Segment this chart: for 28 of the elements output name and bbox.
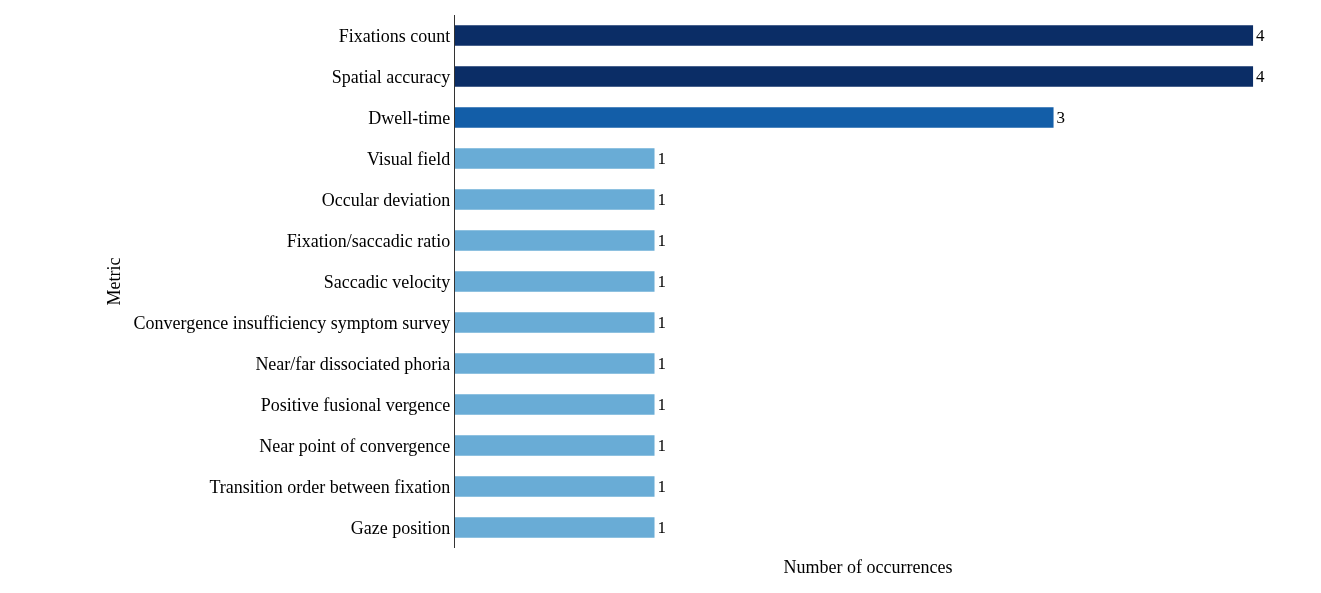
data-label: 4 [1256,26,1266,45]
y-tick-label: Positive fusional vergence [260,394,451,415]
y-tick-label: Transition order between fixation [209,476,451,497]
data-label: 1 [657,395,667,414]
data-label: 4 [1256,67,1266,86]
y-tick-label: Near point of convergence [259,435,451,456]
data-label: 1 [657,436,667,455]
data-label: 1 [657,313,667,332]
y-tick-label: Spatial accuracy [331,66,451,87]
y-tick-label: Occular deviation [321,189,451,210]
data-label: 1 [657,354,667,373]
data-label: 1 [657,149,667,168]
data-label: 1 [657,190,667,209]
y-tick-label: Gaze position [350,517,451,538]
y-tick-label: Near/far dissociated phoria [255,353,451,374]
data-label: 1 [657,477,667,496]
data-label: 1 [657,231,667,250]
data-label: 1 [657,272,667,291]
y-axis-title: Metric [103,257,124,306]
y-tick-label: Fixations count [338,25,451,46]
x-axis-title: Number of occurrences [783,557,953,578]
y-tick-label: Convergence insufficiency symptom survey [133,312,451,333]
data-label: 1 [657,518,667,537]
y-tick-label: Fixation/saccadic ratio [286,230,451,251]
data-label: 3 [1056,108,1066,127]
y-tick-label: Saccadic velocity [323,271,451,292]
y-tick-label: Dwell-time [368,107,451,128]
y-tick-label: Visual field [366,148,451,169]
